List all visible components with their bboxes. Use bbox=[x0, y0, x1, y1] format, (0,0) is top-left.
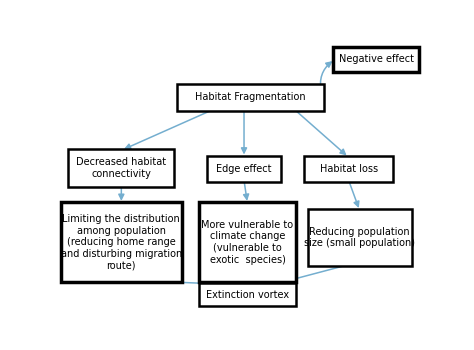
FancyBboxPatch shape bbox=[199, 283, 296, 306]
Text: Negative effect: Negative effect bbox=[338, 54, 414, 64]
FancyBboxPatch shape bbox=[61, 202, 182, 282]
Text: Habitat loss: Habitat loss bbox=[319, 164, 378, 174]
Text: Decreased habitat
connectivity: Decreased habitat connectivity bbox=[76, 157, 166, 178]
Text: More vulnerable to
climate change
(vulnerable to
exotic  species): More vulnerable to climate change (vulne… bbox=[201, 220, 293, 265]
FancyBboxPatch shape bbox=[207, 156, 281, 182]
Text: Limiting the distribution
among population
(reducing home range
and disturbing m: Limiting the distribution among populati… bbox=[61, 214, 182, 270]
FancyBboxPatch shape bbox=[199, 202, 296, 282]
Text: Edge effect: Edge effect bbox=[216, 164, 272, 174]
Text: Reducing population
size (small population): Reducing population size (small populati… bbox=[304, 227, 415, 248]
FancyBboxPatch shape bbox=[304, 156, 393, 182]
Text: Extinction vortex: Extinction vortex bbox=[206, 290, 289, 300]
FancyBboxPatch shape bbox=[177, 84, 324, 111]
FancyBboxPatch shape bbox=[308, 209, 411, 266]
FancyBboxPatch shape bbox=[333, 47, 419, 72]
Text: Habitat Fragmentation: Habitat Fragmentation bbox=[195, 92, 306, 102]
FancyBboxPatch shape bbox=[68, 149, 174, 187]
